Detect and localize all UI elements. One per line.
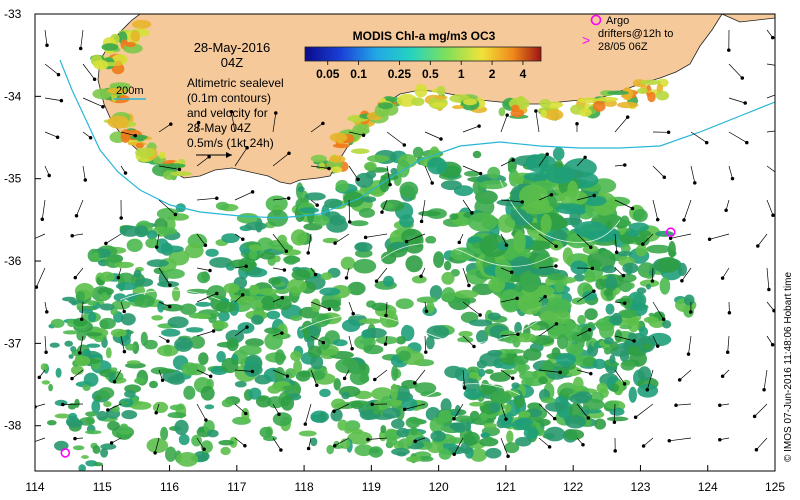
coastal-chlorophyll bbox=[90, 19, 670, 181]
description-line: 28-May 04Z bbox=[187, 121, 251, 135]
credit-text: © IMOS 07-Jun-2016 11:48:06 Hobart time bbox=[783, 272, 794, 462]
argo-legend-marker bbox=[590, 14, 602, 26]
x-tick-label: 124 bbox=[698, 480, 718, 494]
y-tick-label: -33 bbox=[4, 7, 22, 21]
date-line1: 28-May-2016 bbox=[194, 40, 271, 55]
date-line2: 04Z bbox=[221, 55, 243, 70]
colorbar-title: MODIS Chl-a mg/m3 OC3 bbox=[353, 29, 496, 43]
sealevel-contours bbox=[119, 179, 621, 401]
colorbar bbox=[304, 46, 542, 62]
colorbar-tick-label: 0.25 bbox=[388, 67, 412, 81]
x-tick-label: 118 bbox=[295, 480, 314, 494]
description-line: (0.1m contours) bbox=[187, 91, 271, 105]
description-line: Altimetric sealevel bbox=[187, 76, 284, 90]
x-tick-label: 114 bbox=[25, 480, 44, 494]
colorbar-tick-label: 0.1 bbox=[350, 67, 367, 81]
y-tick-label: -34 bbox=[4, 89, 22, 103]
argo-legend-line: Argo bbox=[606, 15, 629, 27]
scale-bar-label: 200m bbox=[116, 85, 144, 97]
colorbar-tick-label: 4 bbox=[520, 67, 527, 81]
velocity-arrows bbox=[35, 29, 775, 458]
argo-float-marker bbox=[60, 448, 71, 458]
reference-arrow-head bbox=[226, 152, 232, 158]
shelf-break-contour bbox=[59, 59, 775, 219]
description-line: 0.5m/s (1kt 24h) bbox=[187, 136, 274, 150]
colorbar-tick-label: 1 bbox=[458, 67, 465, 81]
x-tick-label: 121 bbox=[496, 480, 516, 494]
argo-legend-line: 28/05 06Z bbox=[598, 41, 648, 53]
argo-legend-line: drifters@12h to bbox=[598, 28, 673, 40]
description-line: and velocity for bbox=[187, 106, 268, 120]
x-tick-label: 119 bbox=[362, 480, 381, 494]
x-tick-label: 125 bbox=[765, 480, 785, 494]
y-tick-label: -36 bbox=[4, 254, 22, 268]
y-tick-label: -35 bbox=[4, 172, 22, 186]
y-axis: -33 -34 -35 -36 -37 -38 bbox=[4, 7, 41, 433]
x-axis: 114 115 116 117 118 119 120 121 122 123 124 125 bbox=[25, 465, 785, 494]
x-tick-label: 123 bbox=[630, 480, 650, 494]
colorbar-tick-label: 2 bbox=[489, 67, 496, 81]
argo-float-marker bbox=[665, 227, 676, 237]
x-tick-label: 115 bbox=[93, 480, 112, 494]
description-block: Altimetric sealevel(0.1m contours)and ve… bbox=[187, 76, 284, 150]
x-tick-label: 122 bbox=[563, 480, 583, 494]
x-tick-label: 120 bbox=[429, 480, 449, 494]
y-tick-label: -37 bbox=[4, 336, 22, 350]
colorbar-tick-label: 0.05 bbox=[316, 67, 340, 81]
plot-frame bbox=[34, 13, 776, 472]
colorbar-ticks: 0.05 0.1 0.25 0.5 1 2 4 bbox=[316, 61, 527, 81]
argo-legend-chevron: > bbox=[582, 32, 590, 48]
y-tick-label: -38 bbox=[4, 419, 22, 433]
map-plot-area bbox=[35, 14, 775, 471]
x-tick-label: 116 bbox=[160, 480, 179, 494]
x-tick-label: 117 bbox=[227, 480, 246, 494]
colorbar-tick-label: 0.5 bbox=[422, 67, 439, 81]
argo-drifters bbox=[60, 227, 676, 458]
